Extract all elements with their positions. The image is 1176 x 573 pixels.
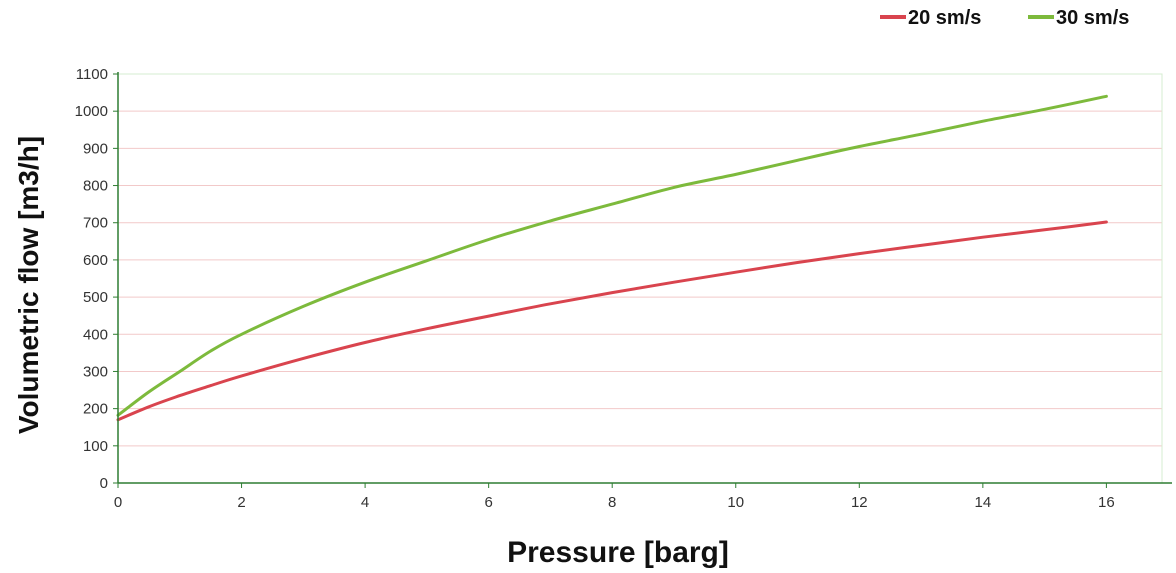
x-tick-label-6: 12: [851, 494, 868, 511]
y-tick-label-5: 500: [83, 289, 108, 306]
y-tick-label-6: 600: [83, 252, 108, 269]
x-tick-label-1: 2: [237, 494, 245, 511]
grid-lines: [118, 73, 1162, 447]
x-tick-label-7: 14: [975, 494, 992, 511]
x-tick-label-8: 16: [1098, 494, 1115, 511]
y-tick-label-3: 300: [83, 363, 108, 380]
y-tick-label-8: 800: [83, 178, 108, 195]
x-tick-label-5: 10: [727, 494, 744, 511]
y-tick-label-0: 0: [100, 475, 108, 492]
legend: 20 sm/s 30 sm/s: [880, 7, 1129, 29]
series-lines: [116, 94, 1108, 422]
y-tick-label-4: 400: [83, 326, 108, 343]
legend-label-0: 20 sm/s: [908, 7, 981, 29]
series-line-20-sm-s: [116, 220, 1108, 422]
y-tick-labels: 0 100 200 300 400 500 600 700 800 900 1000 1100: [75, 66, 108, 492]
y-tick-label-11: 1100: [76, 66, 108, 83]
x-tick-label-0: 0: [114, 494, 122, 511]
x-axis-title: Pressure [barg]: [507, 536, 729, 569]
x-tick-label-3: 6: [484, 494, 492, 511]
series-line-30-sm-s: [116, 94, 1108, 417]
y-tick-label-10: 1000: [75, 103, 108, 120]
x-tick-label-2: 4: [361, 494, 369, 511]
y-tick-label-1: 100: [83, 438, 108, 455]
x-tick-labels: 0 2 4 6 8 10 12 14 16: [114, 494, 1115, 511]
axes: [113, 72, 1172, 488]
y-tick-label-7: 700: [83, 215, 108, 232]
y-axis-title: Volumetric flow [m3/h]: [13, 136, 44, 434]
y-tick-label-9: 900: [83, 140, 108, 157]
plot-area: [117, 73, 1163, 484]
legend-label-1: 30 sm/s: [1056, 7, 1129, 29]
x-tick-label-4: 8: [608, 494, 616, 511]
y-tick-label-2: 200: [83, 401, 108, 418]
